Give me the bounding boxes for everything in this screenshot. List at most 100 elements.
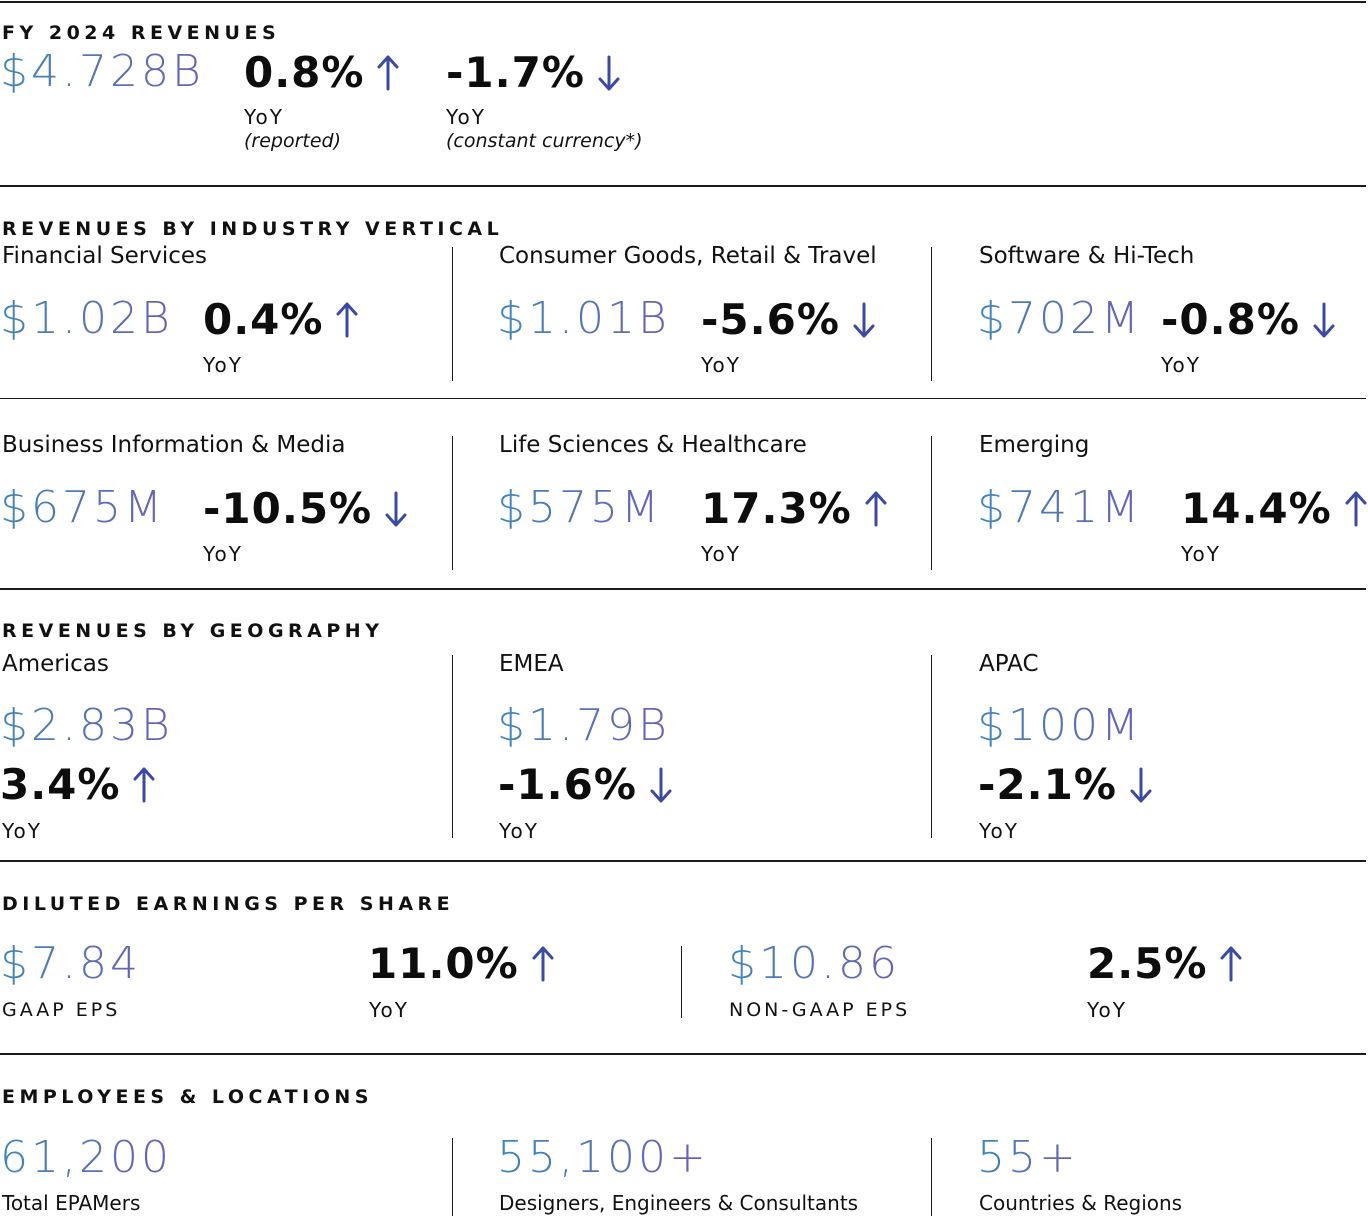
revenues-constant-pct: -1.7% bbox=[446, 48, 621, 97]
revenues-heading: FY 2024 REVENUES bbox=[2, 22, 281, 44]
non-gaap-eps-pct: 2.5% bbox=[1087, 939, 1243, 988]
employees-value: 55+ bbox=[977, 1132, 1079, 1183]
pct-value: 17.3% bbox=[701, 484, 852, 533]
revenues-constant-note: (constant currency*) bbox=[446, 130, 643, 152]
rule-geography bbox=[0, 588, 1366, 590]
industry-pct: 0.4% bbox=[203, 295, 359, 344]
arrow-down-icon bbox=[649, 766, 673, 804]
industry-pct: -0.8% bbox=[1161, 295, 1336, 344]
eps-heading: DILUTED EARNINGS PER SHARE bbox=[2, 893, 455, 915]
revenues-reported-note: (reported) bbox=[244, 130, 342, 152]
geo-yoy: YoY bbox=[2, 819, 43, 843]
pct-value: 14.4% bbox=[1181, 484, 1332, 533]
industry-value: $741M bbox=[977, 482, 1142, 533]
industry-yoy: YoY bbox=[1161, 353, 1202, 377]
industry-yoy: YoY bbox=[701, 542, 742, 566]
pct-value: 0.8% bbox=[244, 48, 365, 97]
revenues-reported-pct: 0.8% bbox=[244, 48, 400, 97]
arrow-up-icon bbox=[1344, 490, 1368, 528]
pct-value: 11.0% bbox=[368, 939, 519, 988]
non-gaap-eps-label: NON-GAAP EPS bbox=[729, 999, 911, 1021]
pct-value: -0.8% bbox=[1161, 295, 1300, 344]
employees-label: Countries & Regions bbox=[979, 1191, 1183, 1215]
divider bbox=[452, 1138, 453, 1216]
arrow-up-icon bbox=[531, 945, 555, 983]
revenues-reported-yoy: YoY bbox=[244, 105, 285, 129]
rule-industry-mid bbox=[0, 398, 1366, 399]
industry-yoy: YoY bbox=[203, 353, 244, 377]
rule-eps bbox=[0, 860, 1366, 862]
geo-name: APAC bbox=[979, 651, 1039, 677]
geo-yoy: YoY bbox=[499, 819, 540, 843]
industry-name: Consumer Goods, Retail & Travel bbox=[499, 243, 877, 269]
divider bbox=[931, 1138, 932, 1216]
industry-name: Life Sciences & Healthcare bbox=[499, 432, 807, 458]
pct-value: -10.5% bbox=[203, 484, 373, 533]
geo-name: EMEA bbox=[499, 651, 564, 677]
pct-value: 2.5% bbox=[1087, 939, 1208, 988]
arrow-down-icon bbox=[852, 301, 876, 339]
employees-value: 61,200 bbox=[0, 1132, 172, 1183]
arrow-up-icon bbox=[132, 766, 156, 804]
industry-name: Business Information & Media bbox=[2, 432, 346, 458]
gaap-eps-label: GAAP EPS bbox=[2, 999, 121, 1021]
pct-value: 0.4% bbox=[203, 295, 324, 344]
employees-label: Total EPAMers bbox=[2, 1191, 141, 1215]
arrow-down-icon bbox=[597, 54, 621, 92]
employees-heading: EMPLOYEES & LOCATIONS bbox=[2, 1086, 373, 1108]
industry-yoy: YoY bbox=[1181, 542, 1222, 566]
industry-pct: 14.4% bbox=[1181, 484, 1368, 533]
industry-pct: -5.6% bbox=[701, 295, 876, 344]
revenues-value: $4.728B bbox=[0, 46, 204, 97]
industry-name: Software & Hi-Tech bbox=[979, 243, 1195, 269]
geo-value: $1.79B bbox=[497, 700, 670, 751]
divider bbox=[452, 655, 453, 838]
industry-value: $702M bbox=[977, 293, 1142, 344]
divider bbox=[452, 436, 453, 570]
industry-value: $675M bbox=[0, 482, 165, 533]
rule-employees bbox=[0, 1053, 1366, 1055]
employees-label: Designers, Engineers & Consultants bbox=[499, 1191, 859, 1215]
geo-value: $2.83B bbox=[0, 700, 173, 751]
industry-pct: -10.5% bbox=[203, 484, 408, 533]
arrow-up-icon bbox=[864, 490, 888, 528]
industry-heading: REVENUES BY INDUSTRY VERTICAL bbox=[2, 218, 504, 240]
pct-value: -5.6% bbox=[701, 295, 840, 344]
non-gaap-eps-value: $10.86 bbox=[728, 938, 900, 989]
pct-value: 3.4% bbox=[0, 760, 121, 809]
gaap-eps-pct: 11.0% bbox=[368, 939, 555, 988]
pct-value: -2.1% bbox=[978, 760, 1117, 809]
top-rule bbox=[0, 1, 1366, 3]
pct-value: -1.6% bbox=[498, 760, 637, 809]
arrow-down-icon bbox=[384, 490, 408, 528]
divider bbox=[931, 436, 932, 570]
geo-pct: -2.1% bbox=[978, 760, 1153, 809]
geo-pct: 3.4% bbox=[0, 760, 156, 809]
non-gaap-eps-yoy: YoY bbox=[1087, 998, 1128, 1022]
rule-industry bbox=[0, 185, 1366, 187]
industry-name: Emerging bbox=[979, 432, 1090, 458]
arrow-down-icon bbox=[1129, 766, 1153, 804]
arrow-up-icon bbox=[376, 54, 400, 92]
industry-pct: 17.3% bbox=[701, 484, 888, 533]
revenues-constant-yoy: YoY bbox=[446, 105, 487, 129]
employees-value: 55,100+ bbox=[497, 1132, 709, 1183]
gaap-eps-value: $7.84 bbox=[0, 938, 141, 989]
arrow-up-icon bbox=[1219, 945, 1243, 983]
geo-value: $100M bbox=[977, 700, 1142, 751]
divider bbox=[931, 247, 932, 381]
geo-yoy: YoY bbox=[979, 819, 1020, 843]
industry-value: $575M bbox=[497, 482, 662, 533]
arrow-down-icon bbox=[1312, 301, 1336, 339]
geo-name: Americas bbox=[2, 651, 109, 677]
divider bbox=[931, 655, 932, 838]
industry-name: Financial Services bbox=[2, 243, 208, 269]
gaap-eps-yoy: YoY bbox=[369, 998, 410, 1022]
industry-yoy: YoY bbox=[203, 542, 244, 566]
pct-value: -1.7% bbox=[446, 48, 585, 97]
geo-pct: -1.6% bbox=[498, 760, 673, 809]
divider bbox=[681, 946, 682, 1018]
geography-heading: REVENUES BY GEOGRAPHY bbox=[2, 620, 384, 642]
arrow-up-icon bbox=[335, 301, 359, 339]
industry-value: $1.01B bbox=[497, 293, 670, 344]
